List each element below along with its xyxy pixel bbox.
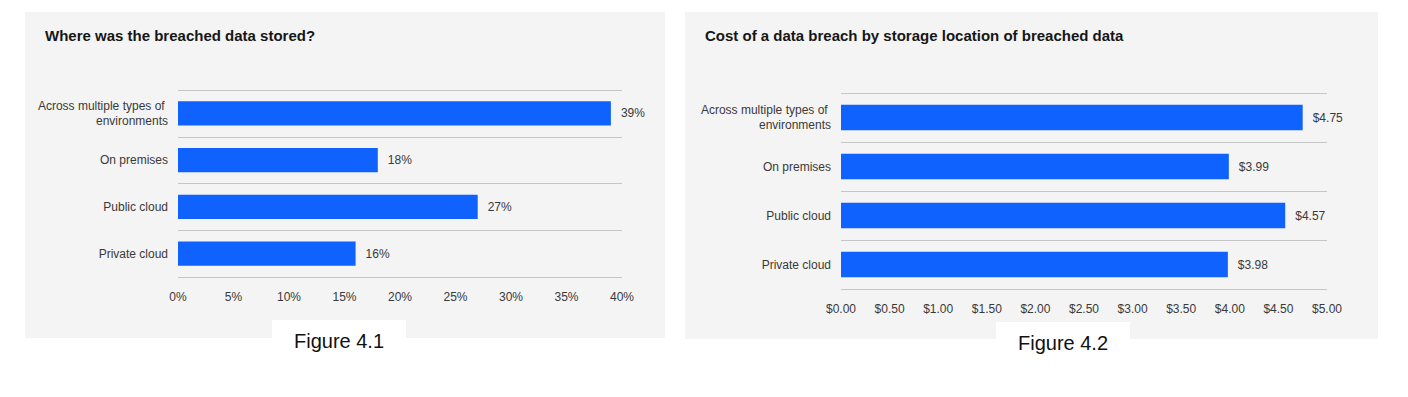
svg-text:Private cloud: Private cloud [99, 247, 168, 261]
svg-text:16%: 16% [366, 247, 390, 261]
svg-text:$0.50: $0.50 [875, 302, 905, 316]
html-text:Figure 4.2: Figure 4.2 [1018, 332, 1109, 354]
svg-text:On premises: On premises [763, 160, 831, 174]
svg-text:5%: 5% [225, 290, 243, 304]
svg-text:$3.50: $3.50 [1166, 302, 1196, 316]
svg-text:$4.00: $4.00 [1215, 302, 1245, 316]
svg-text:10%: 10% [277, 290, 301, 304]
svg-text:25%: 25% [443, 290, 467, 304]
svg-text:$1.00: $1.00 [923, 302, 953, 316]
svg-text:$4.75: $4.75 [1313, 111, 1343, 125]
svg-text:Public cloud: Public cloud [766, 209, 831, 223]
svg-text:Across multiple types of: Across multiple types of [38, 99, 168, 113]
svg-text:environments: environments [96, 114, 168, 128]
svg-text:Private cloud: Private cloud [762, 258, 831, 272]
svg-text:$4.50: $4.50 [1263, 302, 1293, 316]
svg-text:$3.99: $3.99 [1239, 160, 1269, 174]
svg-text:30%: 30% [499, 290, 523, 304]
svg-text:Cost of a data breach by stora: Cost of a data breach by storage locatio… [705, 27, 1124, 44]
svg-text:$3.00: $3.00 [1118, 302, 1148, 316]
svg-text:Public cloud: Public cloud [103, 200, 168, 214]
svg-text:0%: 0% [169, 290, 187, 304]
svg-text:$1.50: $1.50 [972, 302, 1002, 316]
svg-text:$4.57: $4.57 [1295, 209, 1325, 223]
svg-text:Across multiple types of: Across multiple types of [701, 103, 831, 117]
svg-text:Where was the breached data st: Where was the breached data stored? [45, 27, 315, 44]
svg-text:$3.98: $3.98 [1238, 258, 1268, 272]
svg-text:$2.00: $2.00 [1020, 302, 1050, 316]
svg-text:15%: 15% [332, 290, 356, 304]
svg-text:$2.50: $2.50 [1069, 302, 1099, 316]
svg-text:On premises: On premises [100, 153, 168, 167]
svg-text:$5.00: $5.00 [1312, 302, 1342, 316]
svg-text:environments: environments [759, 118, 831, 132]
html-text:Figure 4.1: Figure 4.1 [294, 330, 385, 352]
svg-text:35%: 35% [554, 290, 578, 304]
svg-text:40%: 40% [610, 290, 634, 304]
svg-text:39%: 39% [621, 106, 645, 120]
svg-text:$0.00: $0.00 [826, 302, 856, 316]
svg-text:27%: 27% [488, 200, 512, 214]
svg-text:18%: 18% [388, 153, 412, 167]
svg-text:20%: 20% [388, 290, 412, 304]
